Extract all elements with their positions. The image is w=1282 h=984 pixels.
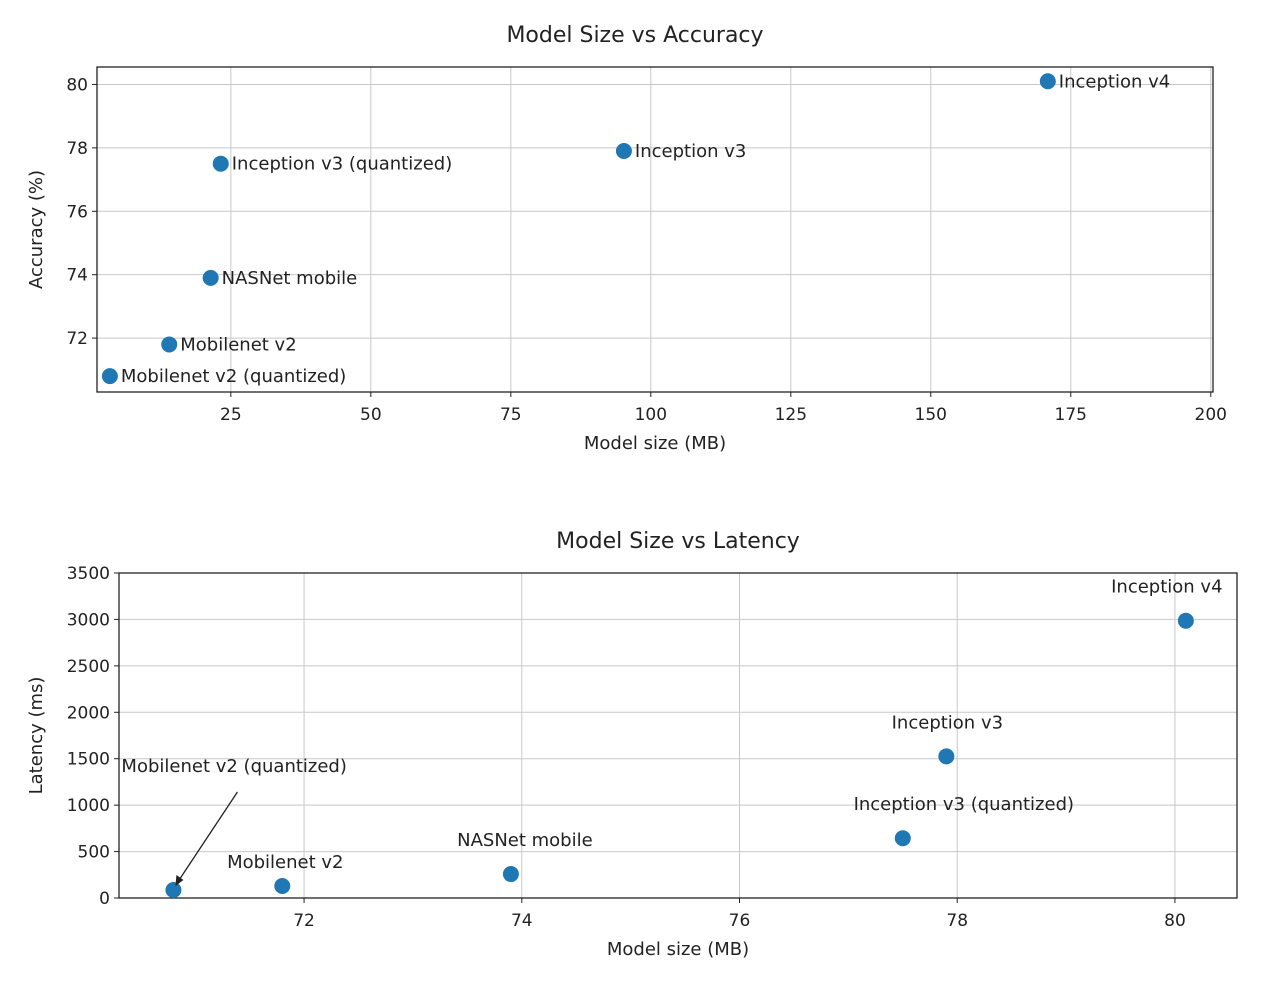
x-tick-label: 74 bbox=[511, 911, 533, 931]
plot-frame bbox=[118, 572, 1238, 899]
y-axis-label: Latency (ms) bbox=[26, 677, 47, 795]
x-tick-label: 50 bbox=[360, 405, 382, 425]
data-point bbox=[502, 866, 519, 883]
data-point bbox=[202, 269, 219, 286]
y-tick-label: 2000 bbox=[67, 703, 110, 723]
x-tick-label: 100 bbox=[635, 405, 667, 425]
arrow-head-icon bbox=[175, 875, 184, 887]
y-tick-label: 3500 bbox=[67, 564, 110, 584]
y-tick-label: 78 bbox=[66, 139, 88, 159]
data-point bbox=[938, 748, 955, 765]
x-tick-label: 25 bbox=[220, 405, 242, 425]
chart-title: Model Size vs Latency bbox=[556, 529, 800, 554]
x-tick-label: 75 bbox=[500, 405, 522, 425]
y-tick-label: 3000 bbox=[67, 610, 110, 630]
data-point bbox=[1177, 612, 1194, 629]
y-axis-label: Accuracy (%) bbox=[26, 170, 47, 289]
x-tick-label: 150 bbox=[915, 405, 947, 425]
data-point bbox=[101, 368, 118, 385]
data-point bbox=[1039, 73, 1056, 90]
point-label: NASNet mobile bbox=[457, 830, 593, 851]
y-tick-label: 1000 bbox=[67, 796, 110, 816]
point-label: Inception v3 bbox=[635, 141, 746, 162]
chart-title: Model Size vs Accuracy bbox=[506, 23, 763, 48]
point-label: Inception v4 bbox=[1059, 71, 1170, 92]
x-tick-label: 72 bbox=[293, 911, 315, 931]
annotation-arrow bbox=[175, 791, 238, 885]
data-point bbox=[212, 155, 229, 172]
point-label: NASNet mobile bbox=[222, 268, 358, 289]
data-point bbox=[615, 143, 632, 160]
data-point bbox=[894, 830, 911, 847]
point-label: Inception v3 (quantized) bbox=[232, 154, 452, 175]
point-label: Mobilenet v2 bbox=[227, 852, 343, 873]
point-label: Mobilenet v2 (quantized) bbox=[121, 366, 346, 387]
x-tick-label: 200 bbox=[1195, 405, 1227, 425]
point-label: Mobilenet v2 bbox=[180, 334, 296, 355]
y-tick-label: 500 bbox=[78, 843, 110, 863]
y-tick-label: 2500 bbox=[67, 657, 110, 677]
y-tick-label: 74 bbox=[66, 266, 88, 286]
y-tick-label: 1500 bbox=[67, 750, 110, 770]
y-tick-label: 72 bbox=[66, 329, 88, 349]
data-point bbox=[165, 882, 182, 899]
plot-frame bbox=[96, 66, 1214, 393]
point-label: Inception v3 bbox=[892, 712, 1003, 733]
y-tick-label: 76 bbox=[66, 202, 88, 222]
x-tick-label: 76 bbox=[729, 911, 751, 931]
data-point bbox=[274, 878, 291, 895]
x-axis-label: Model size (MB) bbox=[584, 433, 726, 454]
point-label: Mobilenet v2 (quantized) bbox=[121, 756, 346, 777]
data-point bbox=[161, 336, 178, 353]
x-tick-label: 125 bbox=[775, 405, 807, 425]
x-tick-label: 175 bbox=[1055, 405, 1087, 425]
x-tick-label: 80 bbox=[1164, 911, 1186, 931]
chart-1: 25 50 75 100 125 150 175 200 72 74 76 78 80 Model Siz… bbox=[26, 23, 1227, 454]
y-tick-label: 80 bbox=[66, 75, 88, 95]
chart-2: 72 74 76 78 80 0 500 1000 1500 2000 2500 3000 3500 Mo… bbox=[26, 529, 1238, 960]
point-label: Inception v3 (quantized) bbox=[854, 794, 1074, 815]
x-tick-label: 78 bbox=[946, 911, 968, 931]
y-tick-label: 0 bbox=[99, 889, 110, 909]
point-label: Inception v4 bbox=[1111, 577, 1222, 598]
x-axis-label: Model size (MB) bbox=[607, 939, 749, 960]
